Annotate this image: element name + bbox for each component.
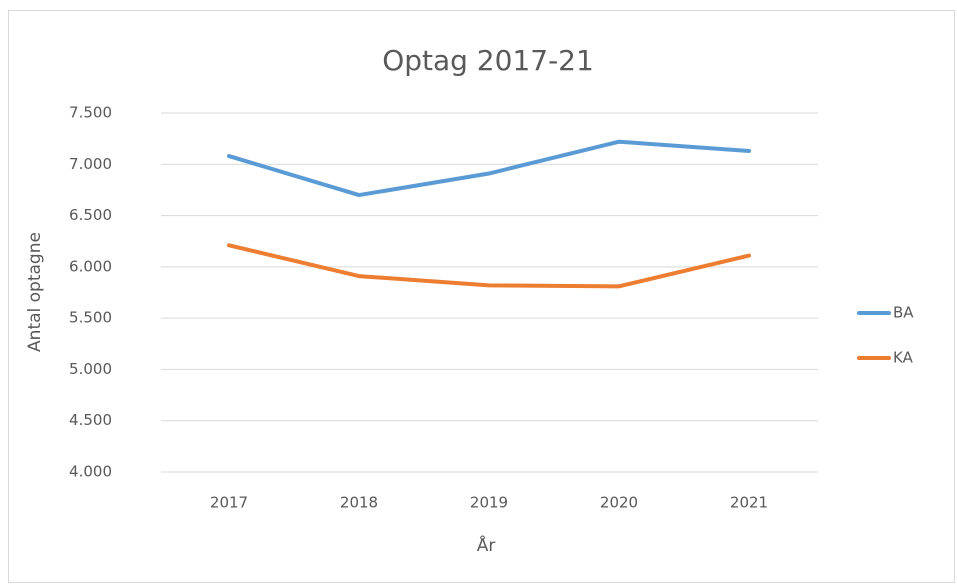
x-tick-label: 2018 <box>340 494 378 512</box>
x-tick-label: 2021 <box>730 494 768 512</box>
line-series <box>227 139 751 198</box>
x-tick-label: 2019 <box>470 494 508 512</box>
y-tick-label: 6.500 <box>69 206 112 224</box>
x-axis-label: År <box>477 534 496 556</box>
chart-border <box>8 10 955 583</box>
x-tick-label: 2017 <box>210 494 248 512</box>
y-tick-label: 7.000 <box>69 155 112 173</box>
line-series <box>227 243 751 289</box>
y-tick-label: 6.000 <box>69 257 112 275</box>
legend-label: BA <box>893 304 914 322</box>
y-tick-label: 7.500 <box>69 104 112 122</box>
legend-label: KA <box>893 349 914 367</box>
y-tick-label: 5.000 <box>69 360 112 378</box>
y-axis-label: Antal optagne <box>25 232 45 352</box>
y-tick-label: 4.500 <box>69 411 112 429</box>
chart-title: Optag 2017-21 <box>382 44 594 77</box>
x-tick-label: 2020 <box>600 494 638 512</box>
y-tick-label: 5.500 <box>69 309 112 327</box>
y-tick-label: 4.000 <box>69 463 112 481</box>
